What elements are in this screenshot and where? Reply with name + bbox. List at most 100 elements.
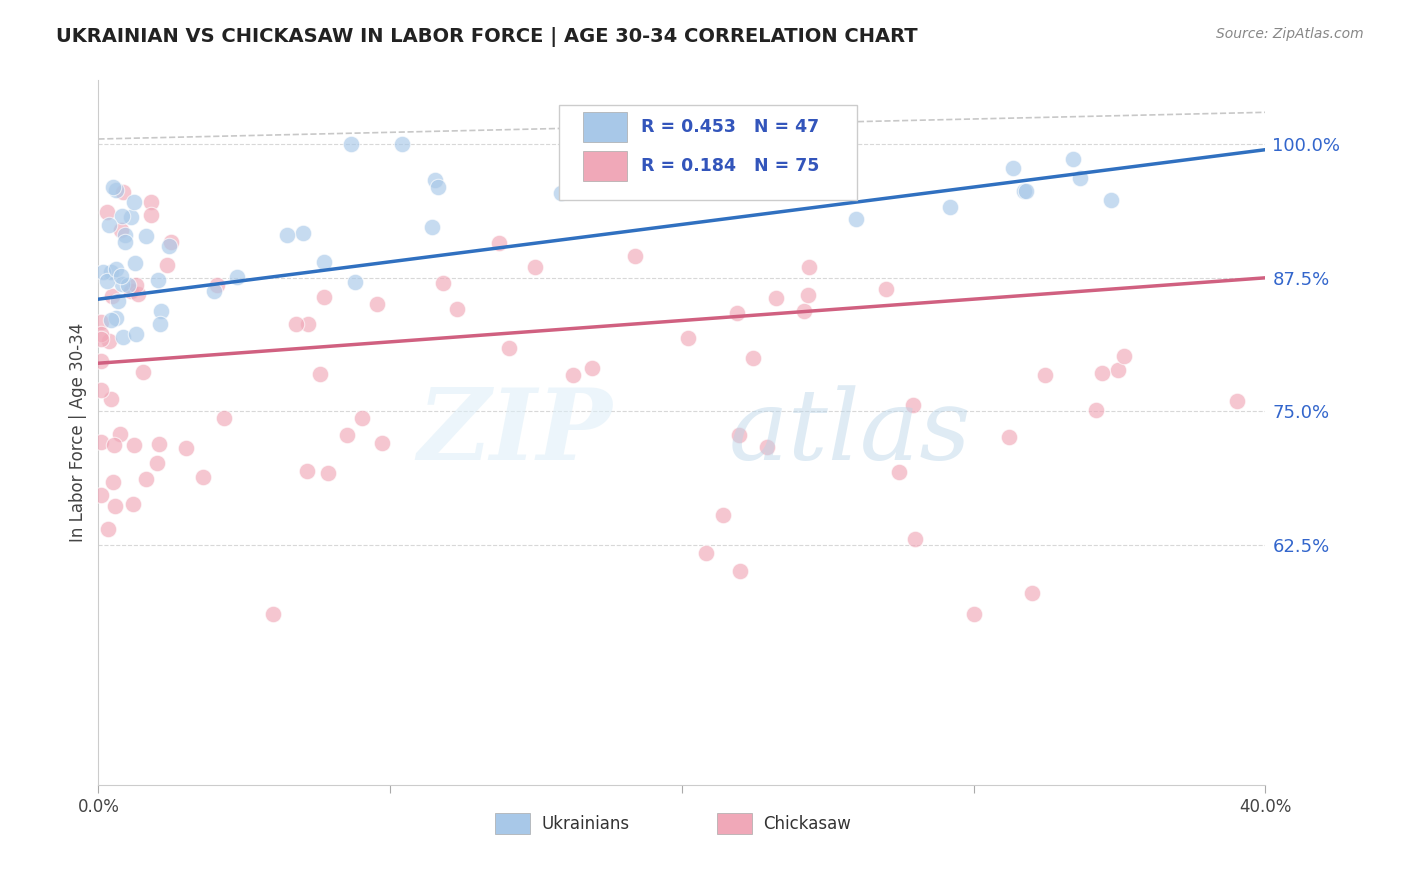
Point	[90, 383, 112, 397]
Point	[695, 546, 717, 560]
Point	[100, 392, 122, 406]
Point	[225, 269, 247, 284]
Point	[498, 341, 520, 355]
Text: ZIP: ZIP	[418, 384, 612, 481]
Point	[148, 273, 170, 287]
Point	[797, 288, 820, 302]
Point	[1226, 394, 1249, 409]
Point	[291, 227, 314, 241]
Point	[901, 398, 924, 412]
Point	[793, 304, 815, 318]
Point	[1021, 586, 1043, 600]
Point	[488, 236, 510, 251]
Text: atlas: atlas	[728, 385, 972, 480]
Point	[1069, 171, 1091, 186]
FancyBboxPatch shape	[560, 105, 858, 200]
Point	[997, 430, 1019, 444]
Point	[101, 289, 124, 303]
Point	[90, 354, 112, 368]
Bar	[495, 814, 530, 834]
Point	[765, 291, 787, 305]
Point	[202, 284, 225, 298]
Text: R = 0.453   N = 47: R = 0.453 N = 47	[641, 118, 820, 136]
Point	[711, 508, 734, 523]
Point	[139, 195, 162, 210]
Point	[350, 411, 373, 425]
Point	[103, 438, 125, 452]
Point	[728, 428, 751, 442]
Point	[312, 255, 335, 269]
Text: Source: ZipAtlas.com: Source: ZipAtlas.com	[1216, 27, 1364, 41]
Point	[124, 438, 146, 452]
Point	[420, 219, 443, 234]
Point	[432, 277, 454, 291]
Point	[295, 464, 318, 478]
Point	[423, 172, 446, 186]
Point	[132, 365, 155, 379]
Point	[111, 277, 134, 292]
Point	[624, 250, 647, 264]
Point	[104, 499, 127, 513]
Point	[111, 210, 134, 224]
Point	[120, 284, 142, 298]
Point	[157, 239, 180, 253]
Bar	[582, 152, 627, 181]
Point	[114, 228, 136, 243]
Point	[581, 360, 603, 375]
Point	[1015, 184, 1038, 198]
Point	[904, 533, 927, 547]
Point	[887, 466, 910, 480]
Bar	[582, 112, 627, 142]
Text: Chickasaw: Chickasaw	[763, 814, 852, 833]
Point	[276, 227, 298, 242]
Point	[336, 428, 359, 442]
Point	[90, 332, 112, 346]
Point	[111, 329, 134, 343]
Point	[308, 367, 330, 381]
Point	[103, 475, 125, 489]
Point	[1091, 366, 1114, 380]
Point	[90, 315, 112, 329]
Point	[105, 311, 128, 326]
Point	[110, 223, 132, 237]
Point	[139, 208, 162, 222]
Point	[725, 306, 748, 320]
Point	[122, 194, 145, 209]
Point	[366, 297, 388, 311]
Point	[312, 290, 335, 304]
Point	[1085, 403, 1108, 417]
Point	[391, 137, 413, 152]
Point	[100, 313, 122, 327]
Point	[148, 437, 170, 451]
Point	[1099, 193, 1122, 207]
Point	[845, 212, 868, 227]
Point	[104, 184, 127, 198]
Point	[446, 301, 468, 316]
Point	[297, 318, 319, 332]
Point	[1001, 161, 1024, 175]
Point	[214, 410, 236, 425]
Point	[96, 205, 118, 219]
Text: UKRAINIAN VS CHICKASAW IN LABOR FORCE | AGE 30-34 CORRELATION CHART: UKRAINIAN VS CHICKASAW IN LABOR FORCE | …	[56, 27, 918, 46]
Point	[284, 317, 307, 331]
Point	[205, 278, 228, 293]
Point	[524, 260, 547, 275]
Point	[122, 497, 145, 511]
Point	[174, 441, 197, 455]
Point	[124, 256, 146, 270]
Point	[120, 211, 142, 225]
Point	[938, 200, 960, 214]
Text: Ukrainians: Ukrainians	[541, 814, 630, 833]
Point	[550, 186, 572, 201]
Point	[100, 264, 122, 278]
Y-axis label: In Labor Force | Age 30-34: In Labor Force | Age 30-34	[69, 323, 87, 542]
Point	[96, 274, 118, 288]
Point	[755, 441, 778, 455]
Point	[371, 435, 394, 450]
Point	[125, 326, 148, 341]
Point	[101, 180, 124, 194]
Point	[1107, 363, 1129, 377]
Point	[191, 470, 214, 484]
Point	[134, 229, 156, 244]
Point	[90, 327, 112, 342]
